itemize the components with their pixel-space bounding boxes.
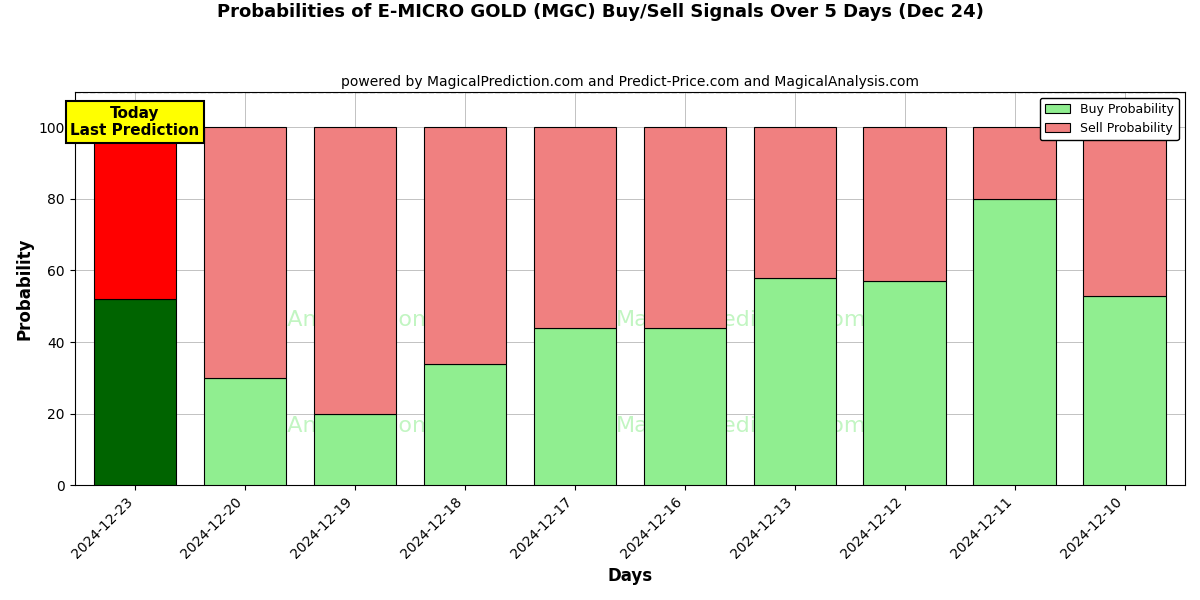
Text: MagicalPrediction.com: MagicalPrediction.com	[616, 310, 866, 330]
Bar	[1084, 296, 1165, 485]
Bar	[1084, 127, 1165, 296]
Bar	[313, 127, 396, 413]
Y-axis label: Probability: Probability	[16, 237, 34, 340]
Text: Today
Last Prediction: Today Last Prediction	[71, 106, 199, 138]
Text: MagicalPrediction.com: MagicalPrediction.com	[616, 416, 866, 436]
Text: MagicalAnalysis.com: MagicalAnalysis.com	[203, 310, 434, 330]
Bar	[424, 364, 506, 485]
Bar	[94, 127, 176, 299]
Text: Probabilities of E-MICRO GOLD (MGC) Buy/Sell Signals Over 5 Days (Dec 24): Probabilities of E-MICRO GOLD (MGC) Buy/…	[216, 3, 984, 21]
Bar	[534, 127, 616, 328]
Bar	[204, 378, 287, 485]
Bar	[864, 127, 946, 281]
Bar	[94, 299, 176, 485]
Bar	[534, 328, 616, 485]
Bar	[864, 281, 946, 485]
Bar	[424, 127, 506, 364]
Bar	[973, 127, 1056, 199]
Bar	[754, 127, 836, 278]
X-axis label: Days: Days	[607, 567, 653, 585]
Bar	[643, 328, 726, 485]
Bar	[643, 127, 726, 328]
Legend: Buy Probability, Sell Probability: Buy Probability, Sell Probability	[1040, 98, 1178, 140]
Text: MagicalAnalysis.com: MagicalAnalysis.com	[203, 416, 434, 436]
Title: powered by MagicalPrediction.com and Predict-Price.com and MagicalAnalysis.com: powered by MagicalPrediction.com and Pre…	[341, 75, 919, 89]
Bar	[313, 413, 396, 485]
Bar	[973, 199, 1056, 485]
Bar	[754, 278, 836, 485]
Bar	[204, 127, 287, 378]
